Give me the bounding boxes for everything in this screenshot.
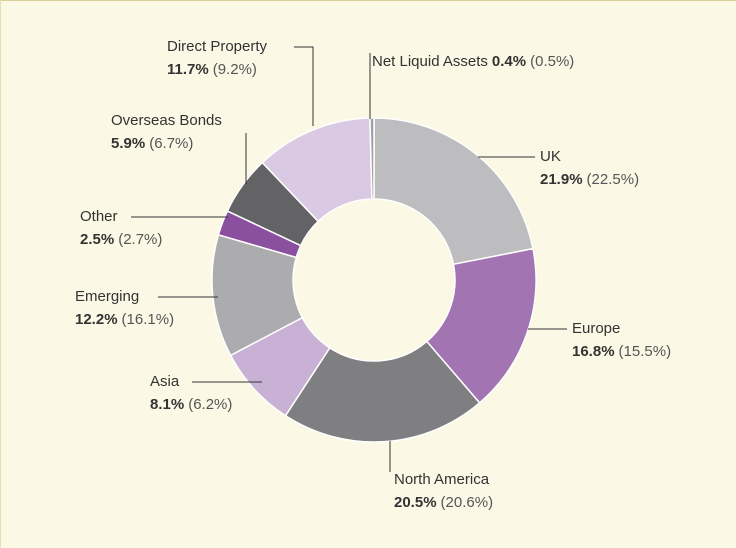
- prior-label: (6.2%): [188, 396, 232, 413]
- segment-label: North America: [394, 471, 490, 488]
- value-label: 8.1%: [150, 396, 184, 413]
- prior-label: (22.5%): [587, 171, 640, 188]
- value-label: 20.5%: [394, 494, 437, 511]
- donut-slice: [369, 117, 375, 200]
- segment-values: 12.2% (16.1%): [75, 311, 174, 328]
- category-name: Direct Property: [167, 38, 268, 55]
- value-label: 0.4%: [492, 53, 526, 70]
- segment-values: 16.8% (15.5%): [572, 343, 671, 360]
- prior-label: (20.6%): [441, 494, 494, 511]
- category-name: Net Liquid Assets: [372, 53, 488, 70]
- category-name: North America: [394, 471, 490, 488]
- segment-label: Europe: [572, 320, 620, 337]
- segment-values: 5.9% (6.7%): [111, 135, 193, 152]
- segment-values: 2.5% (2.7%): [80, 231, 162, 248]
- value-label: 2.5%: [80, 231, 114, 248]
- category-name: Other: [80, 208, 118, 225]
- category-name: Europe: [572, 320, 620, 337]
- prior-label: (0.5%): [530, 53, 574, 70]
- segment-values: 20.5% (20.6%): [394, 494, 493, 511]
- donut-slice: [284, 340, 481, 443]
- segment-values: 8.1% (6.2%): [150, 396, 232, 413]
- segment-label: Other: [80, 208, 118, 225]
- value-label: 5.9%: [111, 135, 145, 152]
- donut-slice: [425, 247, 537, 404]
- category-name: Overseas Bonds: [111, 112, 222, 129]
- segment-label: Asia: [150, 373, 180, 390]
- value-label: 11.7%: [167, 61, 209, 78]
- segment-label: Overseas Bonds: [111, 112, 222, 129]
- segment-label: UK: [540, 148, 561, 165]
- value-label: 21.9%: [540, 171, 583, 188]
- value-label: 16.8%: [572, 343, 615, 360]
- category-name: Asia: [150, 373, 180, 390]
- prior-label: (9.2%): [213, 61, 257, 78]
- segment-values: 21.9% (22.5%): [540, 171, 639, 188]
- category-name: UK: [540, 148, 561, 165]
- prior-label: (16.1%): [122, 311, 175, 328]
- prior-label: (2.7%): [118, 231, 162, 248]
- segment-label: Net Liquid Assets 0.4% (0.5%): [372, 53, 574, 70]
- segment-label: Emerging: [75, 288, 139, 305]
- leader-line: [294, 46, 314, 126]
- value-label: 12.2%: [75, 311, 118, 328]
- donut-slice: [373, 117, 534, 266]
- category-name: Emerging: [75, 288, 139, 305]
- segment-values: 11.7% (9.2%): [167, 61, 257, 78]
- segment-label: Direct Property: [167, 38, 268, 55]
- prior-label: (6.7%): [149, 135, 193, 152]
- prior-label: (15.5%): [619, 343, 672, 360]
